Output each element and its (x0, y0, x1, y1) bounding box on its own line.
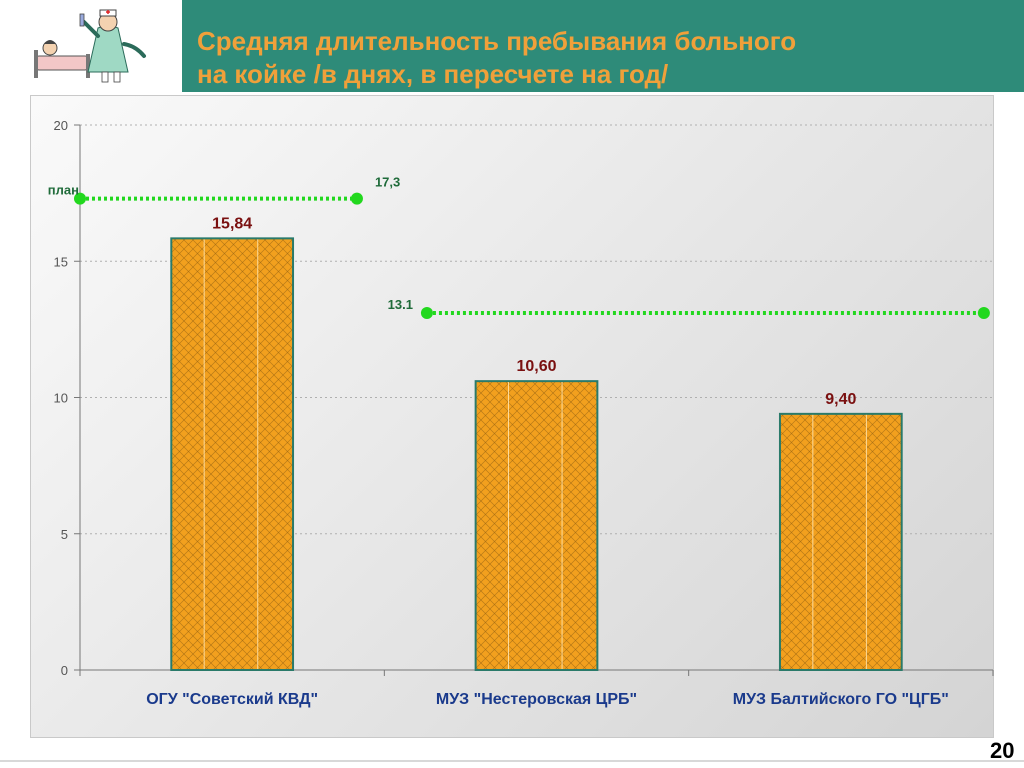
bar (474, 380, 599, 671)
bar-value-label: 10,60 (516, 358, 556, 375)
category-label: МУЗ Балтийского ГО "ЦГБ" (733, 691, 949, 708)
bottom-divider (0, 760, 1024, 762)
category-label: ОГУ "Советский КВД" (146, 691, 318, 708)
plan-line-end-marker (350, 192, 363, 205)
slide-title-line-1: Средняя длительность пребывания больного (197, 26, 797, 56)
plan-line-start-marker (420, 307, 433, 320)
y-tick-label: 15 (54, 254, 68, 269)
slide-title: Средняя длительность пребывания больного… (197, 25, 1017, 91)
bar (778, 412, 903, 671)
category-label: МУЗ "Нестеровская ЦРБ" (436, 691, 637, 708)
doctor-patient-cartoon-icon (34, 9, 146, 83)
y-tick-label: 5 (61, 527, 68, 542)
slide-title-line-2: на койке /в днях, в пересчете на год/ (197, 59, 669, 89)
plan-value-label: 17,3 (375, 175, 400, 190)
plan-line-end-marker (977, 307, 990, 320)
y-tick-label: 20 (54, 118, 68, 133)
chart-panel: 0 5 10 15 20 15,84 ОГУ "Советский КВД" 10,60 МУЗ… (30, 95, 994, 738)
bar-value-label: 15,84 (212, 215, 252, 232)
title-band (182, 0, 1024, 92)
bar-value-label: 9,40 (825, 391, 856, 408)
bar (170, 237, 295, 672)
plan-value-label: 13.1 (388, 297, 413, 312)
plan-line-start-marker (74, 192, 86, 205)
page-number: 20 (990, 738, 1015, 763)
y-tick-label: 10 (54, 391, 68, 406)
y-tick-label: 0 (61, 663, 68, 678)
plan-name-label: план (48, 183, 79, 198)
bar-chart: 0 5 10 15 20 15,84 ОГУ "Советский КВД" 10,60 МУЗ… (48, 118, 994, 708)
